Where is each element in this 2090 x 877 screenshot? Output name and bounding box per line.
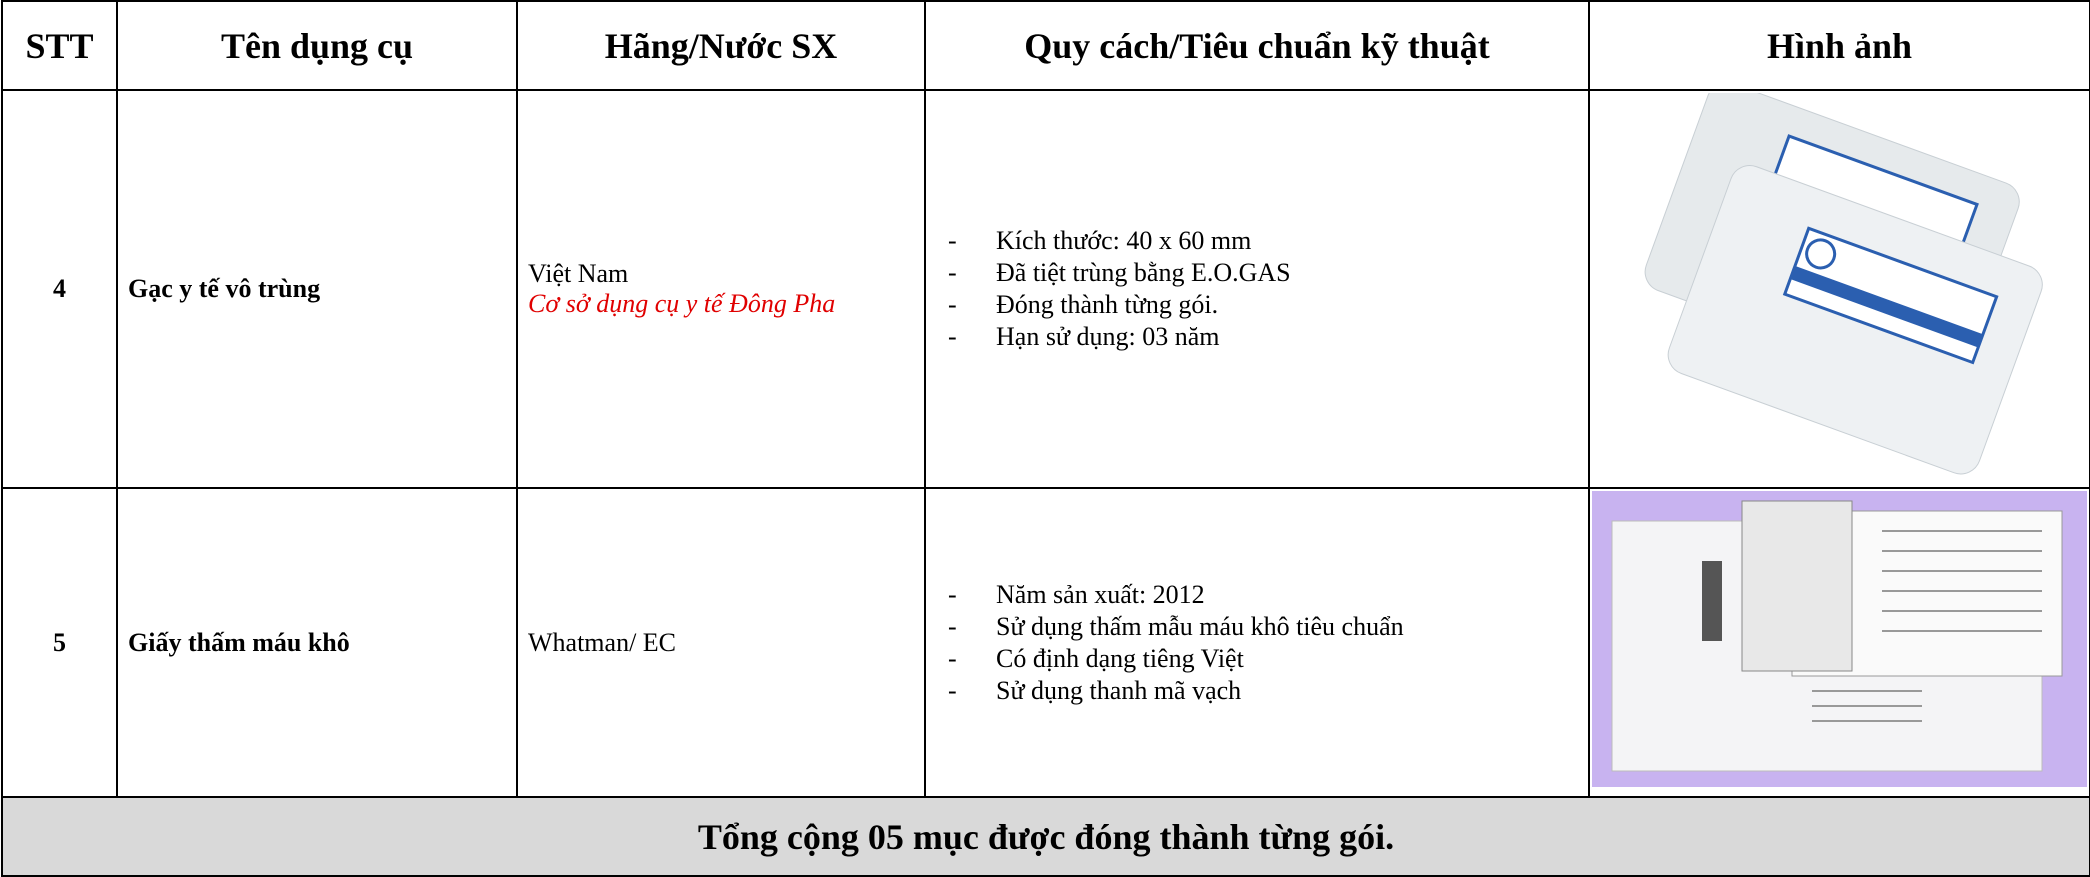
spec-cell: Năm sản xuất: 2012Sử dụng thấm mẫu máu k… [924, 487, 1590, 798]
maker-cell: Việt Nam Cơ sở dụng cụ y tế Đông Pha [516, 89, 926, 489]
maker-cell: Whatman/ EC [516, 487, 926, 798]
stt-cell: 4 [1, 89, 118, 489]
spec-list: Năm sản xuất: 2012Sử dụng thấm mẫu máu k… [936, 579, 1578, 707]
name-cell: Giấy thấm máu khô [116, 487, 518, 798]
spec-item: Sử dụng thấm mẫu máu khô tiêu chuẩn [948, 611, 1578, 643]
filter-paper-image [1592, 491, 2087, 787]
table-row: 4 Gạc y tế vô trùng Việt Nam Cơ sở dụng cụ … [1, 82, 2090, 489]
spec-list: Kích thước: 40 x 60 mmĐã tiệt trùng bằng… [936, 225, 1578, 353]
header-cell: Tên dụng cụ [116, 0, 518, 91]
spec-item: Sử dụng thanh mã vạch [948, 675, 1578, 707]
spec-cell: Kích thước: 40 x 60 mmĐã tiệt trùng bằng… [924, 89, 1590, 489]
name-cell: Gạc y tế vô trùng [116, 89, 518, 489]
spec-item: Hạn sử dụng: 03 năm [948, 321, 1578, 353]
spec-item: Đã tiệt trùng bằng E.O.GAS [948, 257, 1578, 289]
image-cell [1588, 487, 2090, 798]
spec-item: Đóng thành từng gói. [948, 289, 1578, 321]
stt-cell: 5 [1, 487, 118, 798]
footer-row: Tổng cộng 05 mục được đóng thành từng gó… [1, 796, 2090, 877]
spec-item: Kích thước: 40 x 60 mm [948, 225, 1578, 257]
header-cell: Hình ảnh [1588, 0, 2090, 91]
spec-item: Năm sản xuất: 2012 [948, 579, 1578, 611]
maker-line: Việt Nam [528, 259, 629, 288]
header-cell: Quy cách/Tiêu chuẩn kỹ thuật [924, 0, 1590, 91]
image-cell [1588, 82, 2090, 489]
header-cell: STT [1, 0, 118, 91]
header-cell: Hãng/Nước SX [516, 0, 926, 91]
gauze-image [1592, 82, 2087, 478]
footer-text: Tổng cộng 05 mục được đóng thành từng gó… [1, 796, 2090, 877]
maker-line: Whatman/ EC [528, 627, 677, 657]
spec-item: Có định dạng tiêng Việt [948, 643, 1578, 675]
header-row: STT Tên dụng cụ Hãng/Nước SX Quy cách/Tiêu … [1, 0, 2090, 91]
maker-line: Cơ sở dụng cụ y tế Đông Pha [528, 289, 836, 318]
